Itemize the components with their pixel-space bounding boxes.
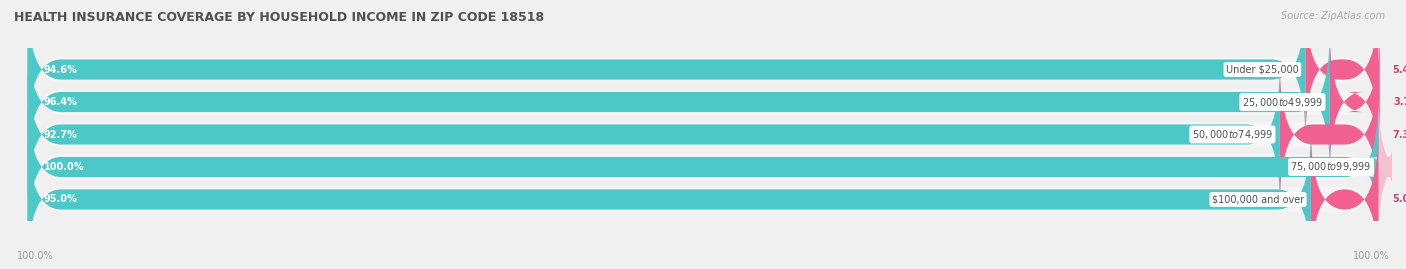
Text: $25,000 to $49,999: $25,000 to $49,999 <box>1241 95 1323 108</box>
Text: 96.4%: 96.4% <box>44 97 77 107</box>
Text: 92.7%: 92.7% <box>44 129 77 140</box>
FancyBboxPatch shape <box>28 31 1330 173</box>
FancyBboxPatch shape <box>28 33 1378 171</box>
Text: $75,000 to $99,999: $75,000 to $99,999 <box>1291 161 1372 174</box>
Text: 3.7%: 3.7% <box>1393 97 1406 107</box>
Text: 95.0%: 95.0% <box>44 194 77 204</box>
FancyBboxPatch shape <box>1306 0 1378 141</box>
Text: 5.0%: 5.0% <box>1392 194 1406 204</box>
FancyBboxPatch shape <box>28 98 1378 236</box>
Text: 100.0%: 100.0% <box>1353 251 1389 261</box>
FancyBboxPatch shape <box>28 131 1378 268</box>
FancyBboxPatch shape <box>1365 96 1406 238</box>
Text: $100,000 and over: $100,000 and over <box>1212 194 1305 204</box>
Text: 7.3%: 7.3% <box>1392 129 1406 140</box>
FancyBboxPatch shape <box>1279 63 1378 206</box>
Text: HEALTH INSURANCE COVERAGE BY HOUSEHOLD INCOME IN ZIP CODE 18518: HEALTH INSURANCE COVERAGE BY HOUSEHOLD I… <box>14 11 544 24</box>
Text: 5.4%: 5.4% <box>1392 65 1406 75</box>
FancyBboxPatch shape <box>28 66 1378 203</box>
Text: 94.6%: 94.6% <box>44 65 77 75</box>
FancyBboxPatch shape <box>28 63 1279 206</box>
Text: 100.0%: 100.0% <box>44 162 84 172</box>
Text: Source: ZipAtlas.com: Source: ZipAtlas.com <box>1281 11 1385 21</box>
Text: $50,000 to $74,999: $50,000 to $74,999 <box>1192 128 1272 141</box>
Text: 100.0%: 100.0% <box>17 251 53 261</box>
FancyBboxPatch shape <box>1310 128 1378 269</box>
FancyBboxPatch shape <box>28 0 1306 141</box>
FancyBboxPatch shape <box>28 128 1310 269</box>
FancyBboxPatch shape <box>28 96 1378 238</box>
FancyBboxPatch shape <box>28 1 1378 138</box>
FancyBboxPatch shape <box>1330 31 1379 173</box>
Text: Under $25,000: Under $25,000 <box>1226 65 1299 75</box>
